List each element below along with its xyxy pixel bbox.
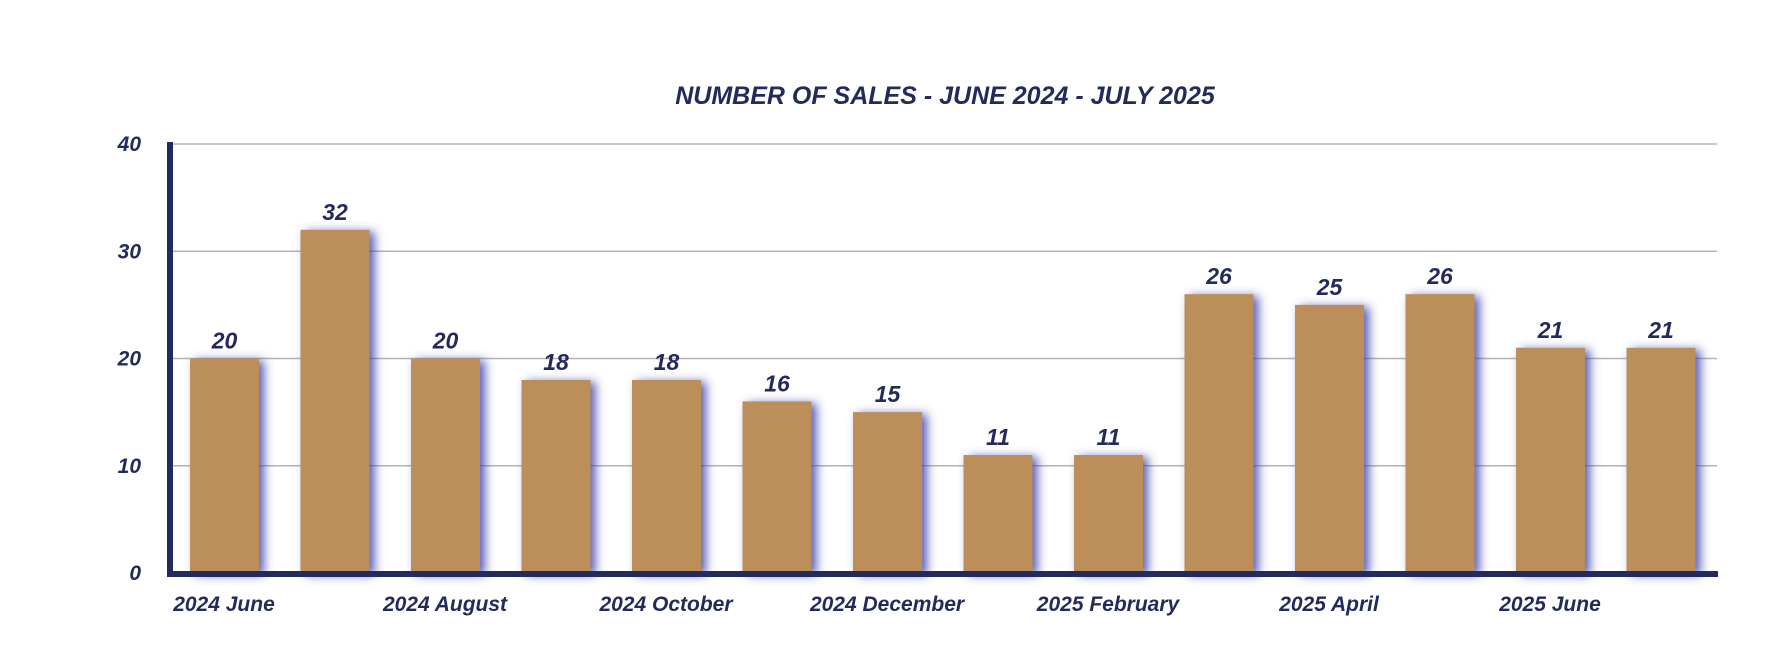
data-label: 21 bbox=[1647, 317, 1674, 343]
y-tick-label: 40 bbox=[117, 133, 142, 156]
bar bbox=[1184, 294, 1254, 573]
data-label: 11 bbox=[1097, 424, 1121, 450]
bar bbox=[521, 379, 591, 573]
x-tick-label: 2024 June bbox=[172, 593, 275, 616]
x-tick-label: 2024 December bbox=[809, 593, 966, 616]
bar bbox=[190, 358, 259, 573]
y-tick-label: 20 bbox=[117, 348, 142, 371]
x-tick-label: 2024 October bbox=[598, 593, 734, 616]
bar bbox=[411, 358, 480, 573]
x-tick-label: 2025 June bbox=[1498, 593, 1601, 616]
chart-title: NUMBER OF SALES - JUNE 2024 - JULY 2025 bbox=[675, 82, 1216, 110]
y-tick-label: 10 bbox=[118, 455, 142, 478]
data-label: 26 bbox=[1426, 263, 1453, 289]
y-tick-label: 30 bbox=[118, 240, 142, 263]
bars bbox=[190, 229, 1696, 574]
data-label: 20 bbox=[211, 328, 238, 354]
data-label: 16 bbox=[764, 370, 790, 396]
data-label: 25 bbox=[1316, 274, 1344, 300]
data-label: 26 bbox=[1205, 263, 1232, 289]
data-label: 18 bbox=[543, 349, 569, 375]
data-label: 20 bbox=[432, 328, 459, 354]
bar bbox=[853, 412, 922, 573]
bar bbox=[1626, 347, 1696, 573]
bar bbox=[963, 455, 1033, 573]
bar bbox=[1516, 347, 1585, 573]
x-tick-label: 2025 April bbox=[1278, 593, 1380, 616]
bar bbox=[742, 401, 812, 573]
bar bbox=[1074, 455, 1143, 573]
data-label: 32 bbox=[322, 199, 348, 225]
data-label: 15 bbox=[875, 381, 902, 407]
x-tick-label: 2025 February bbox=[1036, 593, 1181, 616]
bar bbox=[1405, 294, 1475, 573]
gridlines bbox=[170, 143, 1717, 467]
bar bbox=[632, 379, 701, 573]
bar bbox=[1295, 304, 1364, 573]
data-label: 18 bbox=[654, 349, 680, 375]
bar bbox=[300, 229, 370, 574]
axes bbox=[167, 142, 1718, 577]
y-tick-label: 0 bbox=[129, 562, 141, 585]
x-tick-label: 2024 August bbox=[382, 593, 508, 616]
data-label: 11 bbox=[986, 424, 1010, 450]
data-label: 21 bbox=[1537, 317, 1564, 343]
labels: 0 10 20 30 40 20 2024 June 32 20 2024 August 18 18 2… bbox=[117, 133, 1674, 616]
